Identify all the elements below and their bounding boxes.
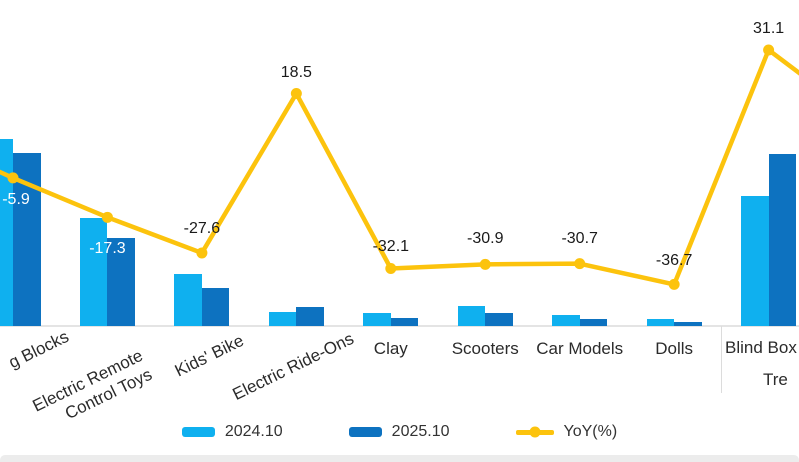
bottom-panel-edge xyxy=(0,455,799,462)
category-divider xyxy=(721,326,722,393)
yoy-point-cat6 xyxy=(479,258,491,270)
legend: 2024.10 2025.10 YoY(%) xyxy=(0,423,799,441)
x-axis-line xyxy=(0,325,799,327)
legend-line-marker-icon xyxy=(515,426,554,438)
bar-2025-10-cat5 xyxy=(390,318,419,326)
yoy-point-cat4 xyxy=(290,88,302,100)
x-axis-label-cat5: Clay xyxy=(373,339,408,358)
bar-2025-10-cat7 xyxy=(579,319,608,326)
legend-swatch-2025-10 xyxy=(348,427,382,437)
yoy-value-label-cat7: -30.7 xyxy=(561,229,598,247)
legend-item-yoy[interactable]: YoY(%) xyxy=(515,423,618,441)
bar-2024-10-cat7 xyxy=(552,315,580,326)
legend-label-yoy: YoY(%) xyxy=(563,423,618,440)
yoy-value-label-cat2: -17.3 xyxy=(89,240,126,258)
legend-item-2025-10[interactable]: 2025.10 xyxy=(348,423,450,441)
bar-2024-10-cat5 xyxy=(363,313,391,326)
bar-2024-10-cat6 xyxy=(457,306,486,326)
yoy-value-label-cat9: 31.1 xyxy=(753,19,785,37)
yoy-point-cat9 xyxy=(763,44,775,56)
yoy-value-label-cat6: -30.9 xyxy=(467,230,504,248)
bar-2025-10-cat9 xyxy=(768,154,797,326)
legend-swatch-2024-10 xyxy=(181,427,215,437)
yoy-value-label-cat4: 18.5 xyxy=(280,63,312,81)
x-axis-label-cat9-line1: Blind Box xyxy=(725,338,797,357)
yoy-value-label-cat3: -27.6 xyxy=(183,219,221,237)
x-axis-label-cat9-line2: Tre xyxy=(763,370,788,389)
bar-2025-10-cat6 xyxy=(485,313,513,326)
bar-2024-10-cat2 xyxy=(79,218,108,326)
bar-2024-10-cat8 xyxy=(646,319,675,326)
yoy-point-cat7 xyxy=(574,258,586,270)
yoy-value-label-cat5: -32.1 xyxy=(372,237,410,255)
legend-item-2024-10[interactable]: 2024.10 xyxy=(181,423,283,441)
legend-label-2025-10: 2025.10 xyxy=(391,423,450,440)
x-axis-label-cat7: Car Models xyxy=(536,339,624,358)
bar-2025-10-cat1 xyxy=(13,153,41,326)
bar-2025-10-cat3 xyxy=(201,288,230,326)
bar-2024-10-cat3 xyxy=(174,274,202,326)
yoy-value-label-cat1: -5.9 xyxy=(2,190,30,208)
bar-2024-10-cat4 xyxy=(268,312,297,326)
yoy-point-cat5 xyxy=(385,263,397,275)
yoy-value-label-cat8: -36.7 xyxy=(655,252,693,270)
yoy-point-cat8 xyxy=(668,278,680,290)
yoy-point-cat3 xyxy=(196,247,208,259)
bar-2025-10-cat4 xyxy=(296,307,324,326)
bar-2024-10-cat1 xyxy=(0,139,13,326)
bar-2024-10-cat9 xyxy=(741,196,769,326)
bar-2025-10-cat8 xyxy=(674,322,702,326)
legend-label-2024-10: 2024.10 xyxy=(224,423,283,440)
x-axis-label-cat8: Dolls xyxy=(655,339,694,358)
x-axis-label-cat6: Scooters xyxy=(451,339,519,358)
